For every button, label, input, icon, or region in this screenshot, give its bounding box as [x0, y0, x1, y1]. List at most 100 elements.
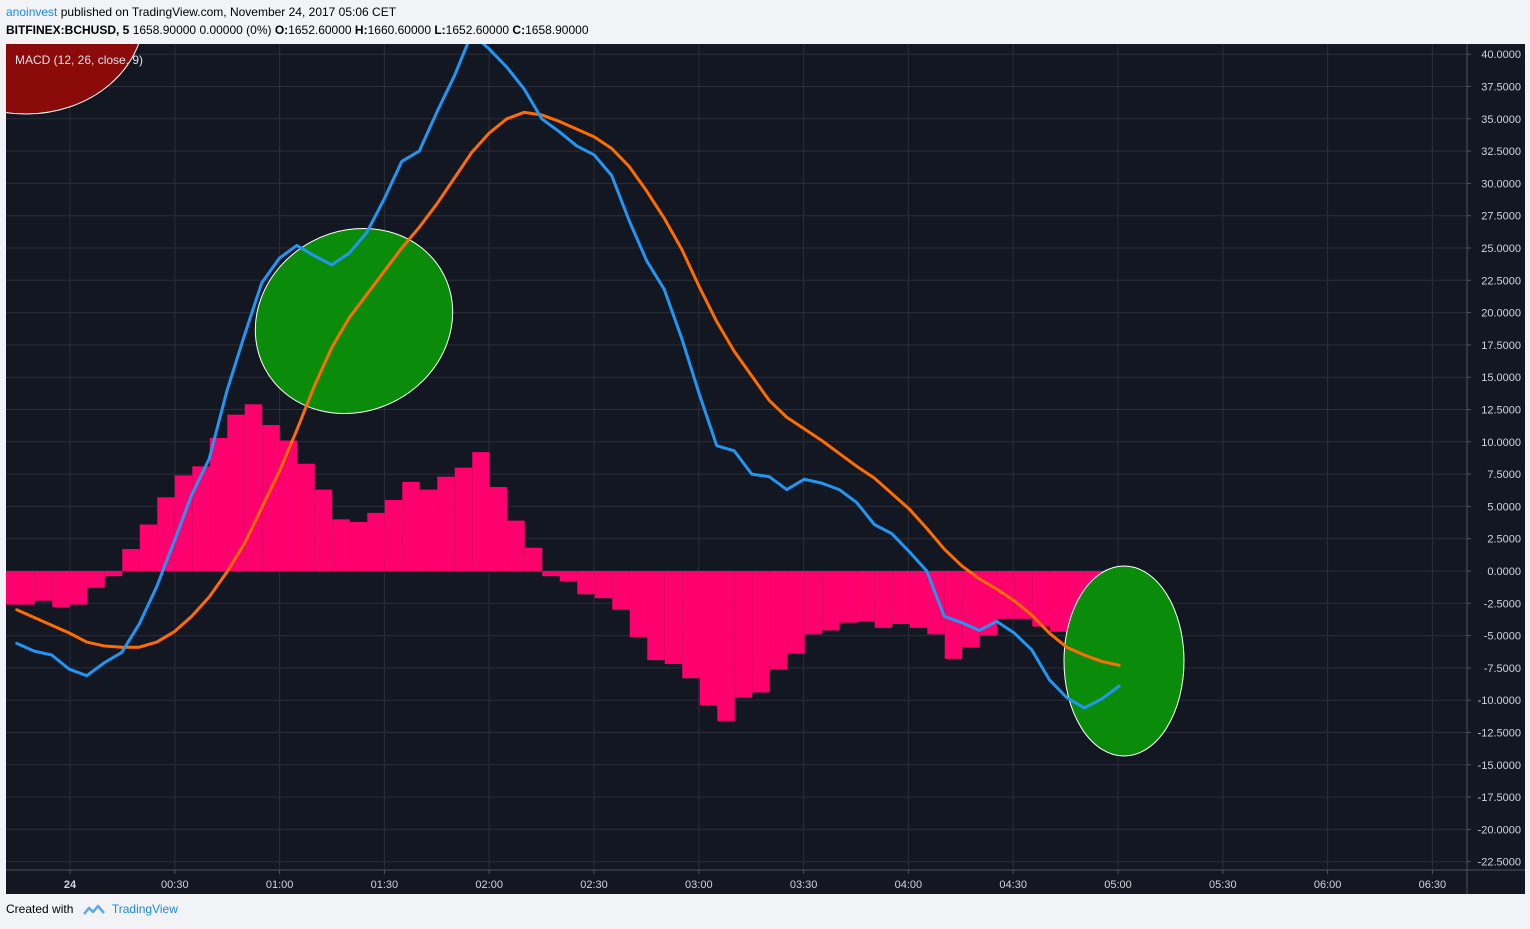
histogram-bar — [874, 571, 893, 628]
price-tick-label: 7.5000 — [1487, 469, 1521, 481]
open-label: O: — [274, 23, 289, 37]
histogram-bar — [139, 524, 158, 571]
symbol-name: BITFINEX:BCHUSD, 5 — [6, 23, 130, 37]
histogram-bar — [17, 571, 35, 605]
price-tick-label: 40.0000 — [1481, 49, 1521, 61]
histogram-bar — [279, 440, 298, 571]
histogram-bar — [349, 521, 368, 571]
price-tick-label: -15.0000 — [1478, 760, 1521, 772]
histogram-bar — [192, 466, 210, 571]
time-tick-label: 00:30 — [161, 879, 189, 891]
signal-line — [15, 110, 1121, 667]
macd-line — [15, 44, 1121, 710]
price-tick-label: -7.5000 — [1484, 663, 1521, 675]
time-tick-label: 04:00 — [895, 879, 923, 891]
chart-header: anoinvest published on TradingView.com, … — [0, 0, 1530, 44]
publish-line: anoinvest published on TradingView.com, … — [6, 5, 396, 19]
histogram-bar — [664, 571, 683, 665]
histogram-bar — [1049, 571, 1068, 632]
histogram-bar — [524, 547, 543, 571]
histogram-bar — [507, 520, 525, 571]
price-tick-label: 35.0000 — [1481, 114, 1521, 126]
histogram-bar — [804, 571, 823, 635]
price-tick-label: -5.0000 — [1484, 631, 1521, 643]
histogram-bar — [559, 571, 578, 582]
histogram-bar — [419, 489, 438, 571]
author-link[interactable]: anoinvest — [6, 5, 58, 19]
histogram-bar — [682, 571, 700, 679]
histogram-bar — [1032, 571, 1050, 627]
histogram-bar — [647, 571, 665, 661]
price-tick-label: -17.5000 — [1478, 792, 1521, 804]
close-value: 1658.90000 — [525, 23, 589, 37]
price-change: 0.00000 (0%) — [199, 23, 272, 37]
histogram-bar — [489, 487, 508, 571]
time-tick-label: 24 — [64, 879, 77, 891]
histogram-bar — [227, 414, 245, 571]
time-tick-label: 02:30 — [580, 879, 608, 891]
histogram-bar — [787, 571, 805, 654]
histogram-bar — [297, 463, 315, 571]
histogram-bar — [52, 571, 70, 608]
histogram-bar — [892, 571, 910, 624]
price-tick-label: 25.0000 — [1481, 243, 1521, 255]
price-tick-label: 10.0000 — [1481, 437, 1521, 449]
price-tick-label: 17.5000 — [1481, 340, 1521, 352]
histogram-bar — [962, 571, 980, 648]
histogram-bar — [752, 571, 770, 693]
time-tick-label: 06:30 — [1419, 879, 1447, 891]
price-tick-label: 20.0000 — [1481, 308, 1521, 320]
macd-chart[interactable]: 40.0000 37.5000 35.0000 32.5000 30.0000 27.50… — [6, 44, 1525, 894]
histogram-bar — [437, 476, 455, 571]
price-tick-label: 2.5000 — [1487, 534, 1521, 546]
histogram-bar — [314, 489, 333, 571]
close-label: C: — [512, 23, 526, 37]
histogram-bar — [454, 467, 473, 571]
high-label: H: — [354, 23, 368, 37]
histogram-bar — [209, 437, 228, 571]
histogram-bar — [594, 571, 613, 599]
price-tick-label: -12.5000 — [1478, 728, 1521, 740]
price-tick-label: -22.5000 — [1478, 857, 1521, 869]
time-tick-label: 02:00 — [475, 879, 503, 891]
histogram-bar — [122, 549, 140, 571]
tradingview-logo-icon — [82, 904, 105, 916]
chart-area[interactable]: 40.0000 37.5000 35.0000 32.5000 30.0000 27.50… — [6, 44, 1525, 894]
time-tick-label: 01:00 — [266, 879, 294, 891]
price-tick-label: 5.0000 — [1487, 501, 1521, 513]
price-tick-label: 22.5000 — [1481, 275, 1521, 287]
corner-shape — [6, 44, 140, 115]
published-text: published on TradingView.com, November 2… — [60, 5, 397, 19]
histogram-bar — [909, 571, 928, 628]
last-price: 1658.90000 — [132, 23, 197, 37]
time-tick-label: 03:00 — [685, 879, 713, 891]
histogram-bar — [612, 571, 630, 610]
histogram-bar — [839, 571, 858, 623]
histogram-bar — [402, 481, 420, 571]
histogram-bar — [34, 571, 53, 601]
open-value: 1652.60000 — [288, 23, 352, 37]
histogram-bar — [104, 571, 123, 577]
indicator-lines — [15, 44, 1121, 710]
histogram-bar — [822, 571, 840, 631]
price-tick-label: 12.5000 — [1481, 405, 1521, 417]
low-value: 1652.60000 — [445, 23, 510, 37]
tradingview-brand-link[interactable]: TradingView — [111, 902, 178, 916]
price-tick-label: 32.5000 — [1481, 146, 1521, 158]
indicator-label: MACD (12, 26, close, 9) — [15, 53, 143, 67]
price-axis[interactable]: 40.0000 37.5000 35.0000 32.5000 30.0000 27.50… — [1466, 44, 1521, 894]
histogram-bar — [944, 571, 963, 659]
histogram-bar — [244, 404, 263, 571]
highlight-ellipse-upper — [254, 227, 454, 415]
histogram-bar — [857, 571, 875, 622]
price-tick-label: 37.5000 — [1481, 82, 1521, 94]
histogram-bar — [262, 425, 280, 571]
histogram-bar — [174, 475, 193, 571]
time-tick-label: 06:00 — [1314, 879, 1342, 891]
high-value: 1660.60000 — [367, 23, 431, 37]
highlight-ellipses — [254, 227, 1185, 757]
histogram-bar — [472, 452, 490, 571]
time-axis[interactable]: 24 00:30 01:00 01:30 02:00 02:30 03:00 03:30 04:… — [6, 869, 1525, 891]
histogram-bar — [1014, 571, 1033, 619]
price-tick-label: 15.0000 — [1481, 372, 1521, 384]
